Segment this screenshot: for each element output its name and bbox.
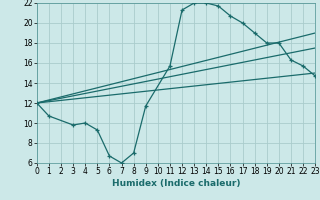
X-axis label: Humidex (Indice chaleur): Humidex (Indice chaleur) [112,179,240,188]
